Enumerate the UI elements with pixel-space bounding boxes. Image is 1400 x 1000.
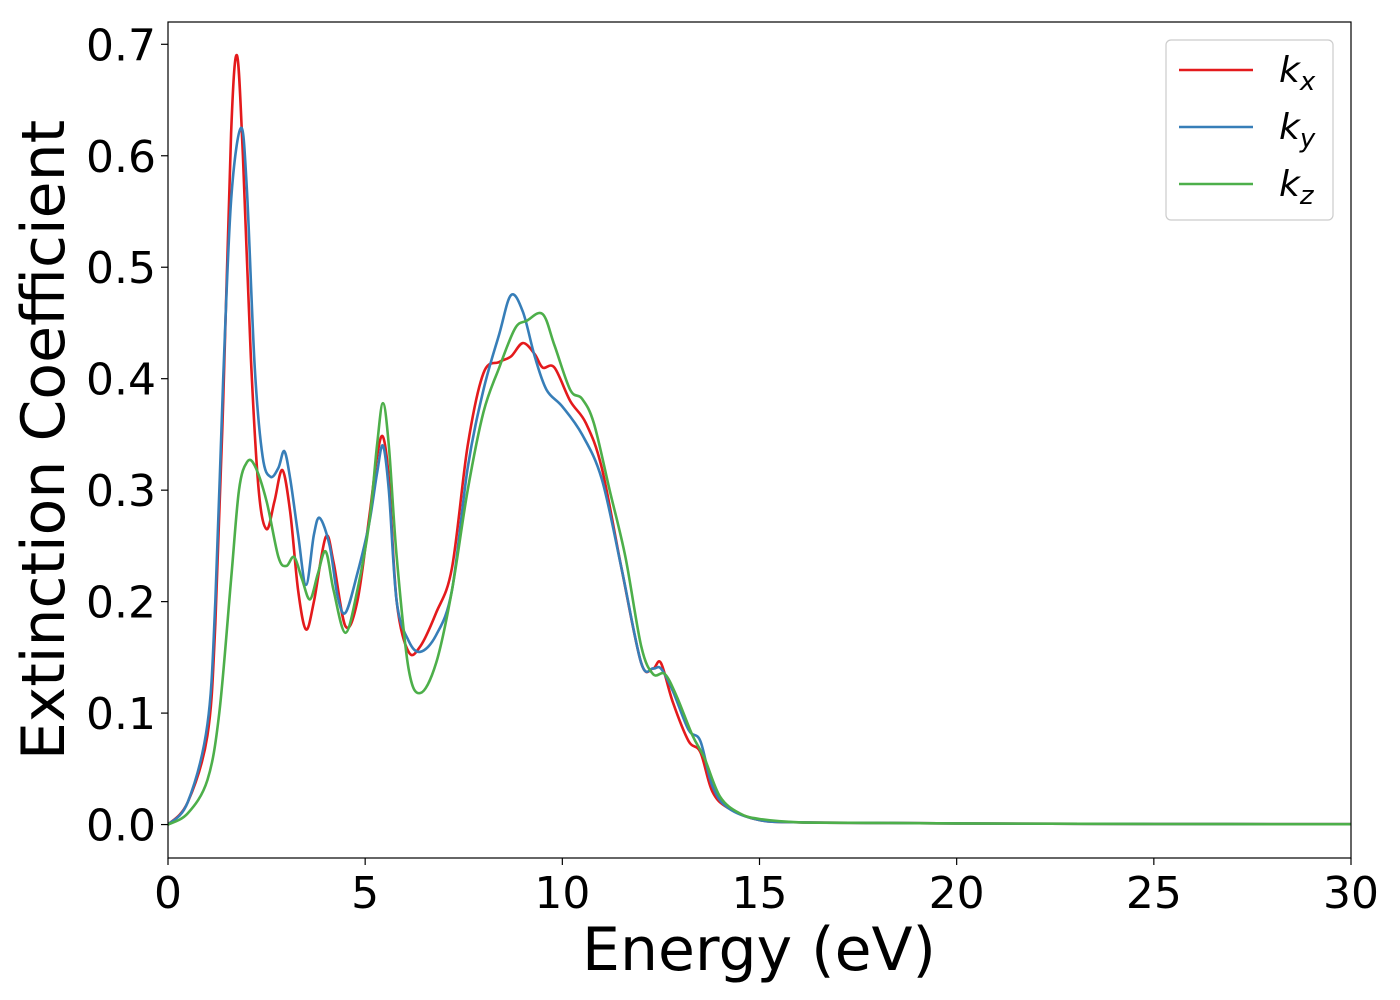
y-axis: 0.0 0.1 0.2 0.3 0.4 0.5 0.6 0.7 [86, 20, 168, 852]
series-line-y [168, 126, 1351, 826]
y-tick-label: 0.4 [86, 355, 156, 406]
x-tick-label: 5 [351, 868, 379, 919]
x-axis: 0 5 10 15 20 25 30 [154, 858, 1379, 919]
series-lines [168, 53, 1351, 826]
series-line-x [168, 53, 1351, 826]
y-tick-label: 0.0 [86, 801, 156, 852]
y-tick-label: 0.6 [86, 132, 156, 183]
y-tick-label: 0.2 [86, 578, 156, 629]
x-tick-label: 0 [154, 868, 182, 919]
x-tick-label: 20 [929, 868, 985, 919]
legend: kx ky kz [1165, 39, 1334, 221]
y-tick-label: 0.7 [86, 20, 156, 71]
x-tick-label: 25 [1126, 868, 1182, 919]
x-tick-label: 30 [1323, 868, 1379, 919]
x-tick-label: 15 [732, 868, 788, 919]
legend-label-z: kz [1279, 164, 1315, 211]
legend-label-x: kx [1279, 50, 1316, 97]
y-tick-label: 0.1 [86, 689, 156, 740]
x-axis-title: Energy (eV) [582, 915, 936, 985]
legend-box [1165, 39, 1334, 221]
series-line-z [168, 311, 1351, 826]
y-tick-label: 0.3 [86, 466, 156, 517]
y-axis-title: Extinction Coefficient [9, 120, 79, 760]
x-tick-label: 10 [534, 868, 590, 919]
y-tick-label: 0.5 [86, 243, 156, 294]
legend-label-y: ky [1279, 107, 1316, 154]
